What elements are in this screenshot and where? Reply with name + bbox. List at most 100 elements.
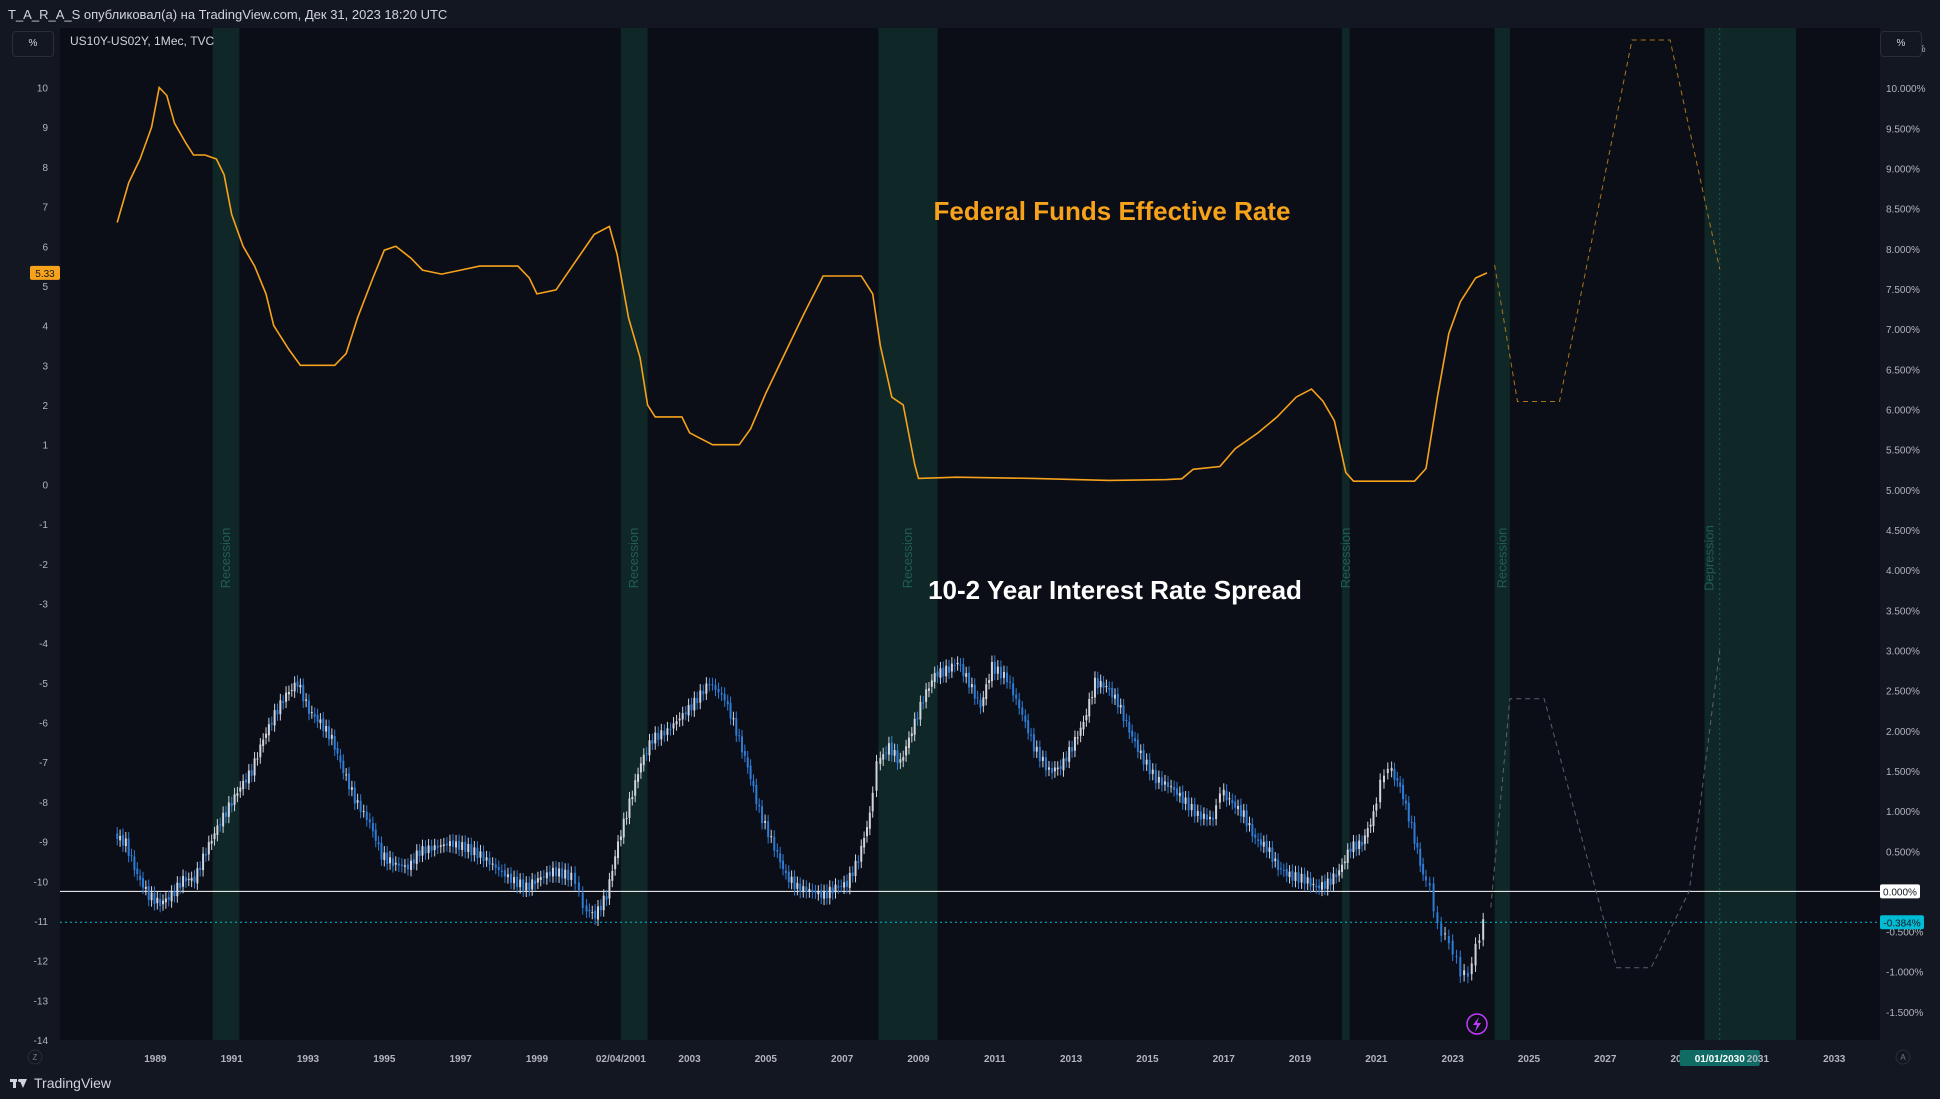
x-axis-label: 2031 <box>1747 1054 1770 1065</box>
candle-body <box>1163 781 1166 785</box>
candle-body <box>993 661 996 674</box>
candle-body <box>1071 747 1074 752</box>
candle-body <box>738 735 741 737</box>
candle-body <box>276 709 279 715</box>
candle-body <box>551 867 554 877</box>
candle-body <box>555 867 558 877</box>
candle-body <box>1009 681 1012 683</box>
candle-body <box>325 725 328 732</box>
candle-body <box>386 852 389 864</box>
x-axis-label: 1997 <box>450 1054 473 1065</box>
candle-body <box>939 668 942 678</box>
candle-body <box>1262 841 1265 847</box>
candle-body <box>176 882 179 897</box>
candle-body <box>910 733 913 737</box>
left-axis-tick: -3 <box>39 599 48 610</box>
left-scale-label: % <box>28 38 38 49</box>
candle-body <box>1231 799 1234 804</box>
candle-body <box>322 718 325 732</box>
candle-body <box>942 667 945 677</box>
chart-area[interactable]: Recession Recession Recession Recession Rece… <box>0 28 1940 1067</box>
candle-body <box>1205 814 1208 820</box>
candle-body <box>1012 683 1015 696</box>
candle-body <box>577 882 580 891</box>
candle-body <box>976 697 979 699</box>
candle-body <box>1154 769 1157 784</box>
left-price-label: 5.33 <box>35 269 55 280</box>
right-axis-tick: 10.000% <box>1886 84 1926 95</box>
candle-body <box>1424 876 1427 881</box>
candle-body <box>657 732 660 740</box>
candle-body <box>1056 767 1059 770</box>
candle-body <box>1145 759 1148 765</box>
x-axis-label: 2007 <box>831 1054 854 1065</box>
candle-body <box>1187 797 1190 811</box>
candle-body <box>1440 923 1443 936</box>
tradingview-logo-icon <box>10 1077 28 1089</box>
candle-body <box>1225 790 1228 801</box>
candle-body <box>965 673 968 677</box>
right-axis-tick: 4.000% <box>1886 566 1920 577</box>
candle-body <box>678 718 681 721</box>
x-axis-label: 2013 <box>1060 1054 1083 1065</box>
fed-funds-title: Federal Funds Effective Rate <box>934 196 1291 226</box>
candle-body <box>820 890 823 898</box>
candle-body <box>313 713 316 717</box>
candle-body <box>327 726 330 740</box>
candle-body <box>823 891 826 899</box>
candle-body <box>1239 804 1242 817</box>
candle-body <box>253 758 256 776</box>
candle-body <box>371 823 374 832</box>
candle-body <box>1222 789 1225 796</box>
candle-body <box>1315 885 1318 888</box>
x-axis-label: 1991 <box>221 1054 244 1065</box>
candle-body <box>1268 847 1271 853</box>
candle-body <box>519 879 522 888</box>
left-axis-tick: -6 <box>39 719 48 730</box>
candle-body <box>156 897 159 904</box>
left-scale-button[interactable]: % <box>12 31 54 57</box>
candle-body <box>890 742 893 756</box>
candle-body <box>1068 747 1071 762</box>
right-axis-tick: 7.000% <box>1886 325 1920 336</box>
x-axis-label: 01/01/2030 <box>1695 1054 1745 1065</box>
x-axis-label: 2005 <box>755 1054 778 1065</box>
candle-body <box>491 863 494 865</box>
candle-body <box>893 750 896 756</box>
candle-body <box>1335 874 1338 878</box>
candle-body <box>348 773 351 790</box>
candle-body <box>1404 800 1407 804</box>
candle-body <box>875 761 878 791</box>
candle-body <box>436 846 439 848</box>
candle-body <box>1277 859 1280 870</box>
candle-body <box>1386 768 1389 774</box>
candle-body <box>500 870 503 872</box>
tradingview-logo[interactable]: TradingView <box>10 1075 111 1091</box>
candle-body <box>1309 878 1312 887</box>
candle-body <box>305 699 308 701</box>
candle-body <box>681 713 684 720</box>
candle-body <box>207 842 210 855</box>
right-zero-badge <box>1880 884 1920 899</box>
candle-body <box>1178 792 1181 797</box>
candle-body <box>1341 864 1344 872</box>
candle-body <box>1285 868 1288 876</box>
candle-body <box>336 748 339 754</box>
candle-body <box>1096 678 1099 689</box>
right-scale-button[interactable]: % <box>1880 31 1922 57</box>
candle-body <box>660 730 663 740</box>
candle-body <box>574 872 577 884</box>
right-axis-tick: 3.000% <box>1886 646 1920 657</box>
candle-body <box>439 845 442 847</box>
projection-line <box>1494 39 1721 402</box>
candle-body <box>310 712 313 714</box>
candle-body <box>406 864 409 870</box>
candle-body <box>1035 746 1038 752</box>
candle-body <box>599 905 602 911</box>
candle-body <box>970 683 973 688</box>
candle-body <box>167 896 170 900</box>
left-axis-tick: -12 <box>34 957 49 968</box>
candle-body <box>564 869 567 879</box>
candle-body <box>1323 881 1326 889</box>
candle-body <box>959 664 962 666</box>
